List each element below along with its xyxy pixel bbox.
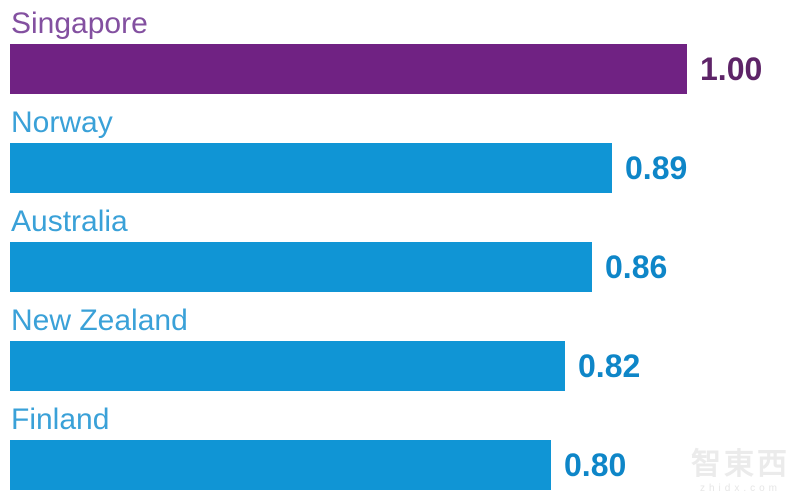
- bar-chart: Singapore 1.00 Norway 0.89 Australia 0.8…: [0, 4, 800, 499]
- bar-new-zealand: [10, 341, 565, 391]
- value-label-finland: 0.80: [564, 446, 627, 483]
- value-label-new-zealand: 0.82: [578, 347, 641, 384]
- watermark: 智東西 zhidx.com: [691, 448, 790, 495]
- value-label-singapore: 1.00: [700, 50, 763, 87]
- bar-row-norway: Norway 0.89: [0, 103, 800, 193]
- bar-row-singapore: Singapore 1.00: [0, 4, 800, 94]
- category-label-norway: Norway: [11, 106, 113, 139]
- category-label-finland: Finland: [11, 403, 110, 436]
- watermark-logo: 智東西: [691, 448, 790, 481]
- value-label-norway: 0.89: [625, 149, 688, 186]
- category-label-singapore: Singapore: [11, 7, 148, 40]
- bar-line-norway: 0.89: [10, 143, 800, 193]
- bar-row-finland: Finland 0.80: [0, 400, 800, 490]
- watermark-domain: zhidx.com: [699, 483, 781, 494]
- category-label-new-zealand: New Zealand: [11, 304, 188, 337]
- bar-line-singapore: 1.00: [10, 44, 800, 94]
- bar-australia: [10, 242, 592, 292]
- value-label-australia: 0.86: [605, 248, 668, 285]
- bar-line-new-zealand: 0.82: [10, 341, 800, 391]
- bar-row-australia: Australia 0.86: [0, 202, 800, 292]
- bar-finland: [10, 440, 551, 490]
- category-label-australia: Australia: [11, 205, 128, 238]
- bar-line-australia: 0.86: [10, 242, 800, 292]
- bar-norway: [10, 143, 612, 193]
- bar-row-new-zealand: New Zealand 0.82: [0, 301, 800, 391]
- bar-line-finland: 0.80: [10, 440, 800, 490]
- bar-singapore: [10, 44, 687, 94]
